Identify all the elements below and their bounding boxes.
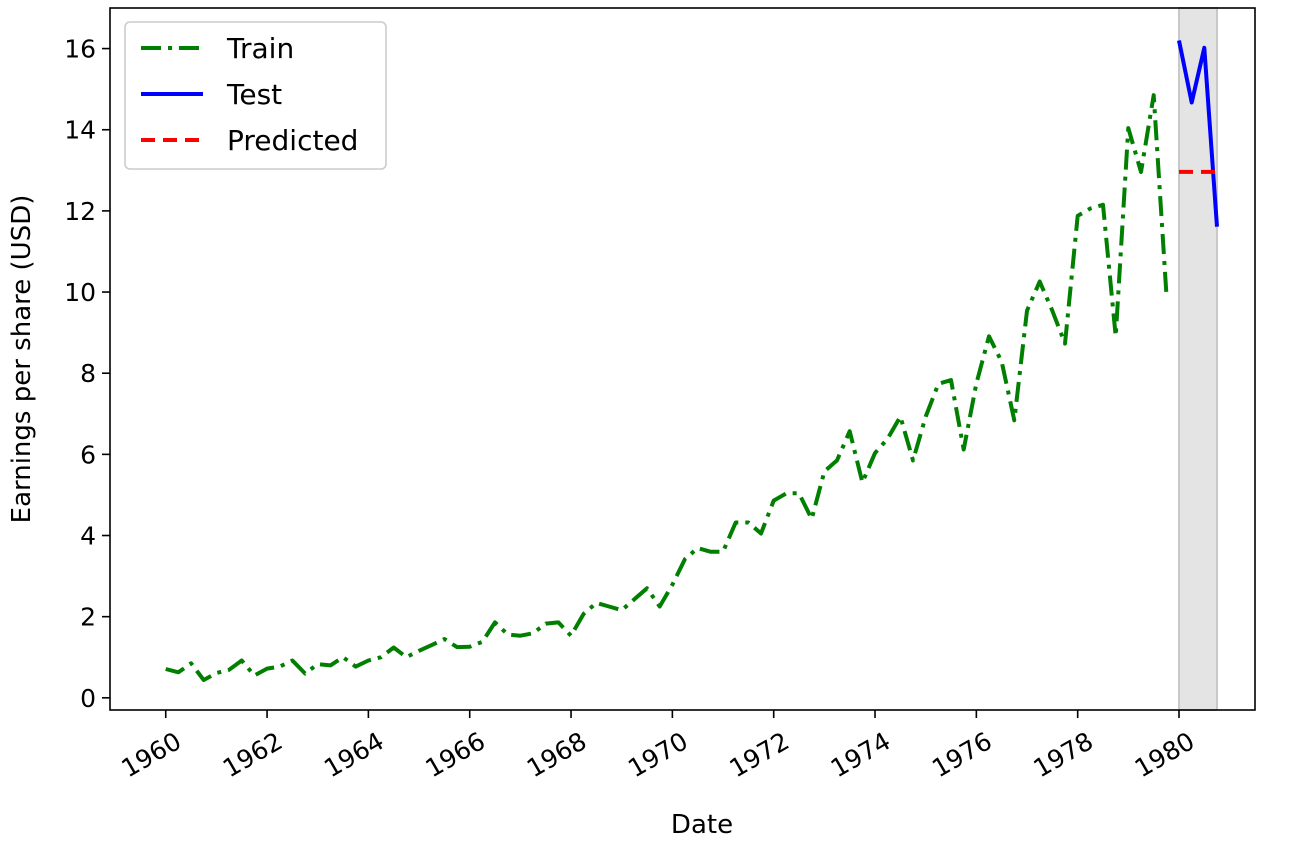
y-tick-label: 14 — [64, 116, 96, 145]
y-tick-label: 6 — [80, 440, 96, 469]
legend-label-test: Test — [226, 78, 282, 111]
test-period-shade — [1178, 7, 1219, 711]
series-line-test — [1177, 40, 1219, 227]
y-tick-label: 12 — [64, 197, 96, 226]
legend-frame — [124, 21, 387, 170]
x-axis-label: Date — [671, 810, 733, 840]
x-tick-label: 1978 — [1028, 726, 1098, 783]
x-tick-label: 1966 — [420, 726, 490, 783]
y-tick-label: 10 — [64, 278, 96, 307]
y-tick-label: 0 — [80, 684, 96, 713]
y-tick-label: 2 — [80, 603, 96, 632]
x-tick-label: 1960 — [117, 726, 187, 783]
y-tick-label: 4 — [80, 522, 96, 551]
x-tick-label: 1964 — [319, 726, 389, 783]
plot-frame — [109, 7, 1256, 711]
x-tick-label: 1968 — [522, 726, 592, 783]
x-tick-label: 1962 — [218, 726, 288, 783]
y-axis-label: Earnings per share (USD) — [7, 195, 37, 524]
y-tick-label: 16 — [64, 35, 96, 64]
legend: Train Test Predicted — [124, 21, 387, 170]
x-tick-label: 1970 — [623, 726, 693, 783]
legend-label-train: Train — [226, 32, 294, 65]
x-tick-label: 1972 — [724, 726, 794, 783]
x-tick-label: 1980 — [1130, 726, 1200, 783]
series-line-train — [165, 93, 1169, 682]
legend-label-predicted: Predicted — [227, 124, 358, 157]
y-tick-label: 8 — [80, 359, 96, 388]
x-tick-label: 1974 — [826, 726, 896, 783]
x-tick-label: 1976 — [927, 726, 997, 783]
